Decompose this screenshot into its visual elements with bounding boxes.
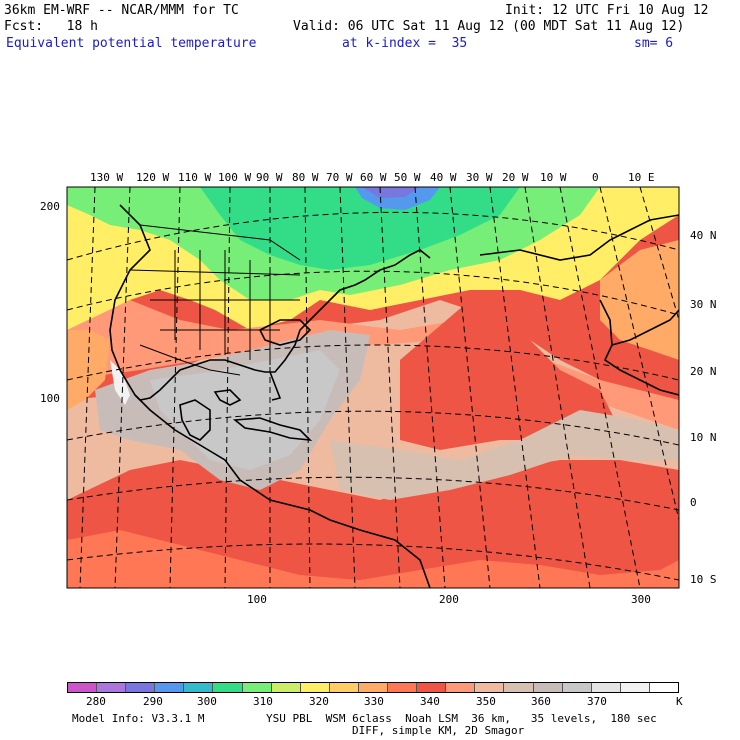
colorbar-units: K	[676, 695, 683, 708]
map-frame	[66, 186, 680, 589]
lat-label: 10 N	[690, 431, 717, 444]
colorbar-swatch	[533, 683, 563, 692]
coastlines	[109, 204, 679, 588]
model-info: Model Info: V3.3.1 M	[72, 712, 205, 725]
colorbar-swatch	[620, 683, 650, 692]
colorbar-swatch	[562, 683, 592, 692]
init-time: Init: 12 UTC Fri 10 Aug 12	[505, 3, 709, 18]
grid-y-label: 100	[40, 392, 60, 405]
lat-label: 40 N	[690, 229, 717, 242]
lon-label: 80 W	[292, 171, 319, 184]
colorbar-label: 280	[86, 695, 106, 708]
lon-label: 50 W	[394, 171, 421, 184]
lon-label: 10 W	[540, 171, 567, 184]
lon-label: 40 W	[430, 171, 457, 184]
lon-label: 0	[592, 171, 599, 184]
colorbar-swatch	[329, 683, 359, 692]
colorbar-swatch	[97, 683, 127, 692]
field-itcz-band	[330, 410, 679, 500]
grid-x-label: 200	[439, 593, 459, 606]
valid-time: Valid: 06 UTC Sat 11 Aug 12 (00 MDT Sat …	[293, 19, 685, 34]
field-grey-light	[150, 350, 340, 470]
model-title: 36km EM-WRF -- NCAR/MMM for TC	[4, 3, 239, 18]
colorbar-swatch	[213, 683, 243, 692]
colorbar-label: 310	[253, 695, 273, 708]
field-red-atlantic	[400, 300, 620, 450]
colorbar-swatch	[446, 683, 476, 692]
colorbar-swatch	[184, 683, 214, 692]
level-info: at k-index = 35	[342, 36, 468, 51]
grid-y-label: 200	[40, 200, 60, 213]
lat-label: 0	[690, 496, 697, 509]
grid-x-label: 300	[631, 593, 651, 606]
field-teal-north	[200, 187, 520, 270]
lat-label: 10 S	[690, 573, 717, 586]
colorbar-swatch	[242, 683, 272, 692]
lon-label: 70 W	[326, 171, 353, 184]
colorbar-label: 320	[309, 695, 329, 708]
lon-label: 130 W	[90, 171, 124, 184]
colorbar-swatch	[388, 683, 418, 692]
graticule	[67, 187, 679, 588]
colorbar-label: 360	[531, 695, 551, 708]
diffusion-info: DIFF, simple KM, 2D Smagor	[352, 724, 525, 737]
colorbar-swatch	[358, 683, 389, 692]
colorbar-swatch	[475, 683, 505, 692]
colorbar-swatch	[591, 683, 621, 692]
colorbar-swatch	[649, 683, 678, 692]
colorbar-label: 370	[587, 695, 607, 708]
lat-label: 30 N	[690, 298, 717, 311]
lon-label: 110 W	[178, 171, 212, 184]
lon-label: 120 W	[136, 171, 170, 184]
map-field	[67, 187, 679, 588]
lon-label: 10 E	[628, 171, 655, 184]
field-orange-south	[67, 530, 679, 588]
lon-label: 30 W	[466, 171, 493, 184]
colorbar-swatch	[68, 683, 98, 692]
colorbar-swatch	[417, 683, 447, 692]
smoothing-info: sm= 6	[634, 36, 674, 51]
colorbar-swatch	[271, 683, 301, 692]
colorbar-label: 340	[420, 695, 440, 708]
colorbar-swatch	[504, 683, 534, 692]
colorbar-label: 300	[197, 695, 217, 708]
lon-label: 60 W	[360, 171, 387, 184]
forecast-hour: Fcst: 18 h	[4, 19, 98, 34]
physics-info: YSU PBL WSM 6class Noah LSM 36 km, 35 le…	[266, 712, 657, 725]
lon-label: 20 W	[502, 171, 529, 184]
colorbar-label: 290	[143, 695, 163, 708]
lon-label: 90 W	[256, 171, 283, 184]
grid-x-label: 100	[247, 593, 267, 606]
colorbar-label: 350	[476, 695, 496, 708]
field-purple-north	[362, 187, 420, 198]
colorbar	[67, 682, 679, 693]
field-pink-zone	[67, 300, 679, 430]
colorbar-swatch	[126, 683, 156, 692]
lat-label: 20 N	[690, 365, 717, 378]
field-name: Equivalent potential temperature	[6, 36, 257, 51]
lon-label: 100 W	[218, 171, 252, 184]
colorbar-swatch	[155, 683, 185, 692]
colorbar-label: 330	[364, 695, 384, 708]
field-white-baja	[110, 360, 130, 405]
colorbar-swatch	[300, 683, 330, 692]
